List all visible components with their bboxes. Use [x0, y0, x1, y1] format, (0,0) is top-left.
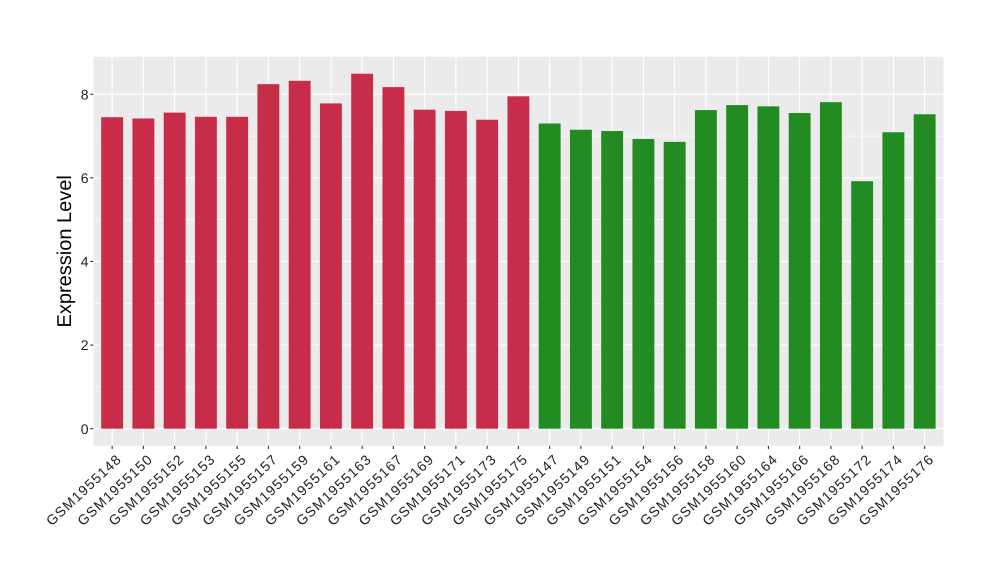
svg-text:4: 4 [81, 254, 89, 270]
svg-text:6: 6 [81, 170, 89, 186]
svg-text:2: 2 [81, 337, 89, 353]
svg-text:Expression Level: Expression Level [54, 175, 76, 327]
svg-text:0: 0 [81, 421, 89, 437]
svg-text:8: 8 [81, 86, 89, 102]
